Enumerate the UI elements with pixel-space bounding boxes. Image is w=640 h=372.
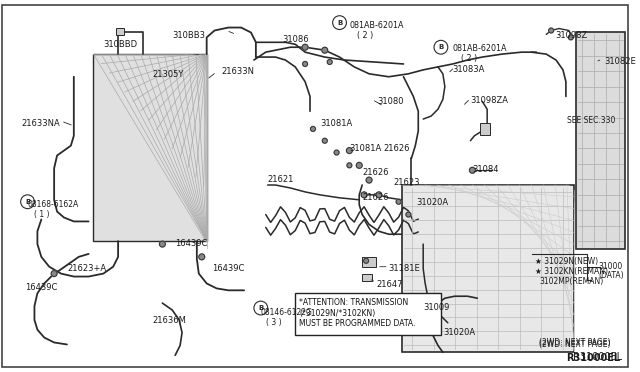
Text: (2WD: NEXT PAGE): (2WD: NEXT PAGE) [540, 337, 611, 347]
Text: 31082E: 31082E [604, 57, 636, 66]
Text: ( 1 ): ( 1 ) [35, 209, 50, 219]
Text: B: B [438, 44, 444, 50]
Text: 31098Z: 31098Z [555, 31, 588, 39]
Text: ( 3 ): ( 3 ) [266, 318, 282, 327]
Text: ★ 31029N(NEW): ★ 31029N(NEW) [536, 257, 598, 266]
Text: 16439C: 16439C [212, 264, 244, 273]
Bar [576, 32, 625, 249]
Bar [116, 28, 124, 35]
Text: 21633N: 21633N [221, 67, 255, 76]
Text: ( 2 ): ( 2 ) [461, 54, 477, 63]
Text: 31000: 31000 [598, 262, 623, 271]
Circle shape [327, 60, 332, 64]
Text: 21633NA: 21633NA [22, 119, 60, 128]
Text: B: B [258, 305, 264, 311]
Circle shape [159, 241, 165, 247]
Text: 21626: 21626 [362, 168, 388, 177]
Circle shape [396, 199, 401, 204]
Text: 08168-6162A: 08168-6162A [28, 200, 79, 209]
Circle shape [406, 212, 411, 217]
Text: R31000EL: R31000EL [573, 352, 622, 362]
Text: 16439C: 16439C [24, 283, 57, 292]
Text: 31020A: 31020A [416, 198, 449, 207]
Text: 081AB-6201A: 081AB-6201A [452, 44, 508, 53]
Text: 21623+A: 21623+A [67, 264, 106, 273]
Text: 31086: 31086 [282, 35, 309, 44]
Text: 16439C: 16439C [175, 239, 207, 248]
Circle shape [51, 271, 57, 276]
Circle shape [302, 44, 308, 50]
Text: 31083A: 31083A [452, 65, 485, 74]
Text: 310BBD: 310BBD [103, 40, 138, 49]
Text: 21636M: 21636M [152, 316, 186, 325]
Bar [401, 185, 574, 352]
Text: B: B [337, 20, 342, 26]
Text: 31080: 31080 [377, 97, 403, 106]
Circle shape [548, 28, 554, 33]
Text: 31081A: 31081A [320, 119, 352, 128]
Circle shape [323, 138, 327, 143]
Text: 31084: 31084 [472, 165, 499, 174]
Circle shape [199, 254, 205, 260]
Circle shape [376, 192, 382, 198]
Text: 21305Y: 21305Y [152, 70, 184, 79]
Text: 21623: 21623 [394, 178, 420, 187]
Text: 081AB-6201A: 081AB-6201A [349, 21, 404, 30]
Bar [480, 123, 490, 135]
Text: ★ 3102KN(REMAN): ★ 3102KN(REMAN) [536, 267, 609, 276]
Circle shape [334, 150, 339, 155]
Text: 21621: 21621 [268, 175, 294, 184]
Circle shape [346, 148, 353, 154]
Text: 310BB3: 310BB3 [172, 31, 205, 39]
Circle shape [568, 35, 573, 40]
Circle shape [470, 167, 476, 173]
Text: 08146-6122G: 08146-6122G [261, 308, 313, 317]
Bar [362, 273, 372, 282]
Text: 21647: 21647 [376, 280, 403, 289]
Text: 21626: 21626 [362, 193, 388, 202]
Text: 3102MP(REMAN): 3102MP(REMAN) [540, 276, 604, 286]
Text: 31081A: 31081A [349, 144, 381, 153]
Circle shape [310, 126, 316, 131]
Text: R31000EL: R31000EL [566, 353, 620, 363]
Circle shape [431, 305, 435, 311]
Bar [93, 54, 207, 241]
Text: 21626: 21626 [384, 144, 410, 153]
Circle shape [366, 177, 372, 183]
Text: B: B [25, 199, 30, 205]
Circle shape [356, 163, 362, 168]
Text: 31181E: 31181E [388, 264, 420, 273]
Circle shape [361, 192, 367, 198]
Circle shape [364, 258, 369, 263]
Text: *ATTENTION: TRANSMISSION
(*31029N/*3102KN)
MUST BE PROGRAMMED DATA.: *ATTENTION: TRANSMISSION (*31029N/*3102K… [299, 298, 415, 328]
Text: ( 2 ): ( 2 ) [357, 31, 374, 39]
Text: 31098ZA: 31098ZA [470, 96, 508, 105]
Circle shape [347, 163, 352, 168]
Bar [362, 257, 376, 267]
Circle shape [303, 61, 308, 67]
Text: 31009: 31009 [423, 303, 449, 312]
Bar [295, 293, 441, 334]
Text: (2WD: NEXT PAGE): (2WD: NEXT PAGE) [540, 340, 611, 349]
Text: (DATA): (DATA) [598, 271, 624, 280]
Text: 31020A: 31020A [443, 328, 475, 337]
Circle shape [322, 47, 328, 53]
Text: SEE SEC.330: SEE SEC.330 [567, 116, 615, 125]
